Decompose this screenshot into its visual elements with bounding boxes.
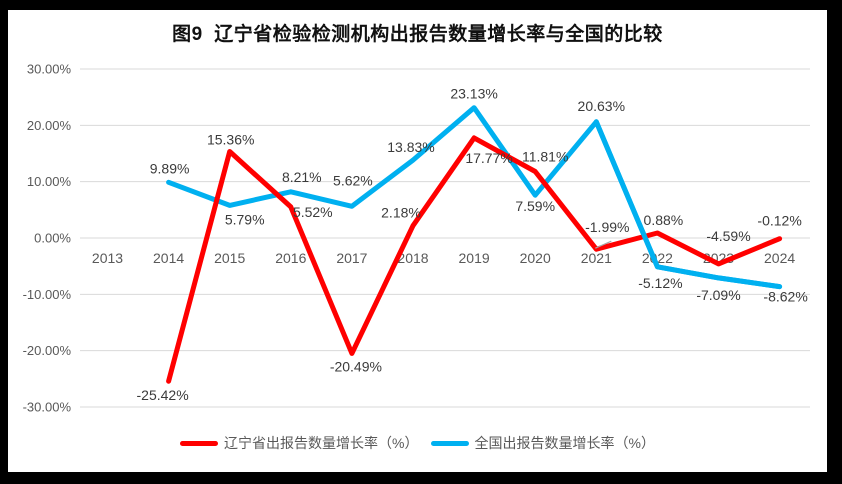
data-label: 5.52% — [293, 204, 333, 220]
data-label: -4.59% — [706, 228, 750, 244]
x-axis-year-label: 2017 — [336, 250, 367, 266]
data-label: 9.89% — [150, 160, 190, 176]
data-label: 8.21% — [282, 169, 322, 185]
data-label: 5.79% — [225, 211, 265, 227]
data-label: -0.12% — [757, 213, 801, 229]
data-label: 7.59% — [515, 198, 555, 214]
plot-area: 30.00% 20.00% 10.00% 0.00% -10.00% -20.00% -30… — [23, 62, 810, 414]
x-axis-year-label: 2019 — [459, 250, 490, 266]
data-label: -20.49% — [330, 358, 382, 374]
legend-item-national: 全国出报告数量增长率（%） — [430, 433, 655, 453]
label-leader-line — [595, 240, 612, 249]
x-axis-year-label: 2014 — [153, 250, 184, 266]
x-axis-year-label: 2016 — [275, 250, 306, 266]
y-axis-tick-label: 0.00% — [34, 231, 71, 246]
data-label: -1.99% — [585, 219, 629, 235]
data-label: -7.09% — [696, 287, 740, 303]
data-label: 15.36% — [207, 131, 254, 147]
data-label: -8.62% — [763, 289, 807, 305]
chart-canvas: 图9 辽宁省检验检测机构出报告数量增长率与全国的比较 30.00% 20.00% 1… — [8, 10, 827, 472]
data-label: 11.81% — [522, 148, 568, 164]
data-label: -25.42% — [137, 387, 189, 403]
y-axis-tick-label: -20.00% — [23, 343, 72, 358]
data-label: 5.62% — [333, 172, 373, 188]
y-axis-tick-label: 30.00% — [27, 62, 72, 77]
data-label: 2.18% — [381, 205, 421, 221]
y-axis-tick-label: 20.00% — [27, 118, 72, 133]
data-label: 17.77% — [465, 150, 512, 166]
data-label: 23.13% — [450, 86, 497, 102]
x-axis-year-label: 2013 — [92, 250, 123, 266]
legend-label-liaoning: 辽宁省出报告数量增长率（%） — [224, 435, 419, 451]
legend-line-swatch-national — [430, 440, 469, 446]
x-axis-year-label: 2018 — [397, 250, 428, 266]
data-label: -5.12% — [638, 275, 682, 291]
x-axis-year-label: 2015 — [214, 250, 245, 266]
y-axis-tick-label: -10.00% — [23, 287, 72, 302]
data-label: 0.88% — [644, 212, 684, 228]
legend-line-swatch-liaoning — [180, 440, 219, 446]
legend: 辽宁省出报告数量增长率（%） 全国出报告数量增长率（%） — [8, 433, 827, 453]
chart-title: 图9 辽宁省检验检测机构出报告数量增长率与全国的比较 — [172, 24, 663, 45]
legend-item-liaoning: 辽宁省出报告数量增长率（%） — [180, 433, 419, 453]
y-axis-tick-label: 10.00% — [27, 174, 72, 189]
x-axis-year-label: 2024 — [764, 250, 795, 266]
x-axis-year-label: 2020 — [520, 250, 551, 266]
data-label: 20.63% — [578, 98, 625, 114]
data-label: 13.83% — [387, 139, 434, 155]
y-axis-tick-label: -30.00% — [23, 399, 72, 414]
series-line-liaoning — [166, 135, 783, 384]
x-axis-year-label: 2021 — [581, 250, 612, 266]
series-line-national-overlay — [593, 119, 783, 290]
legend-label-national: 全国出报告数量增长率（%） — [474, 435, 655, 451]
